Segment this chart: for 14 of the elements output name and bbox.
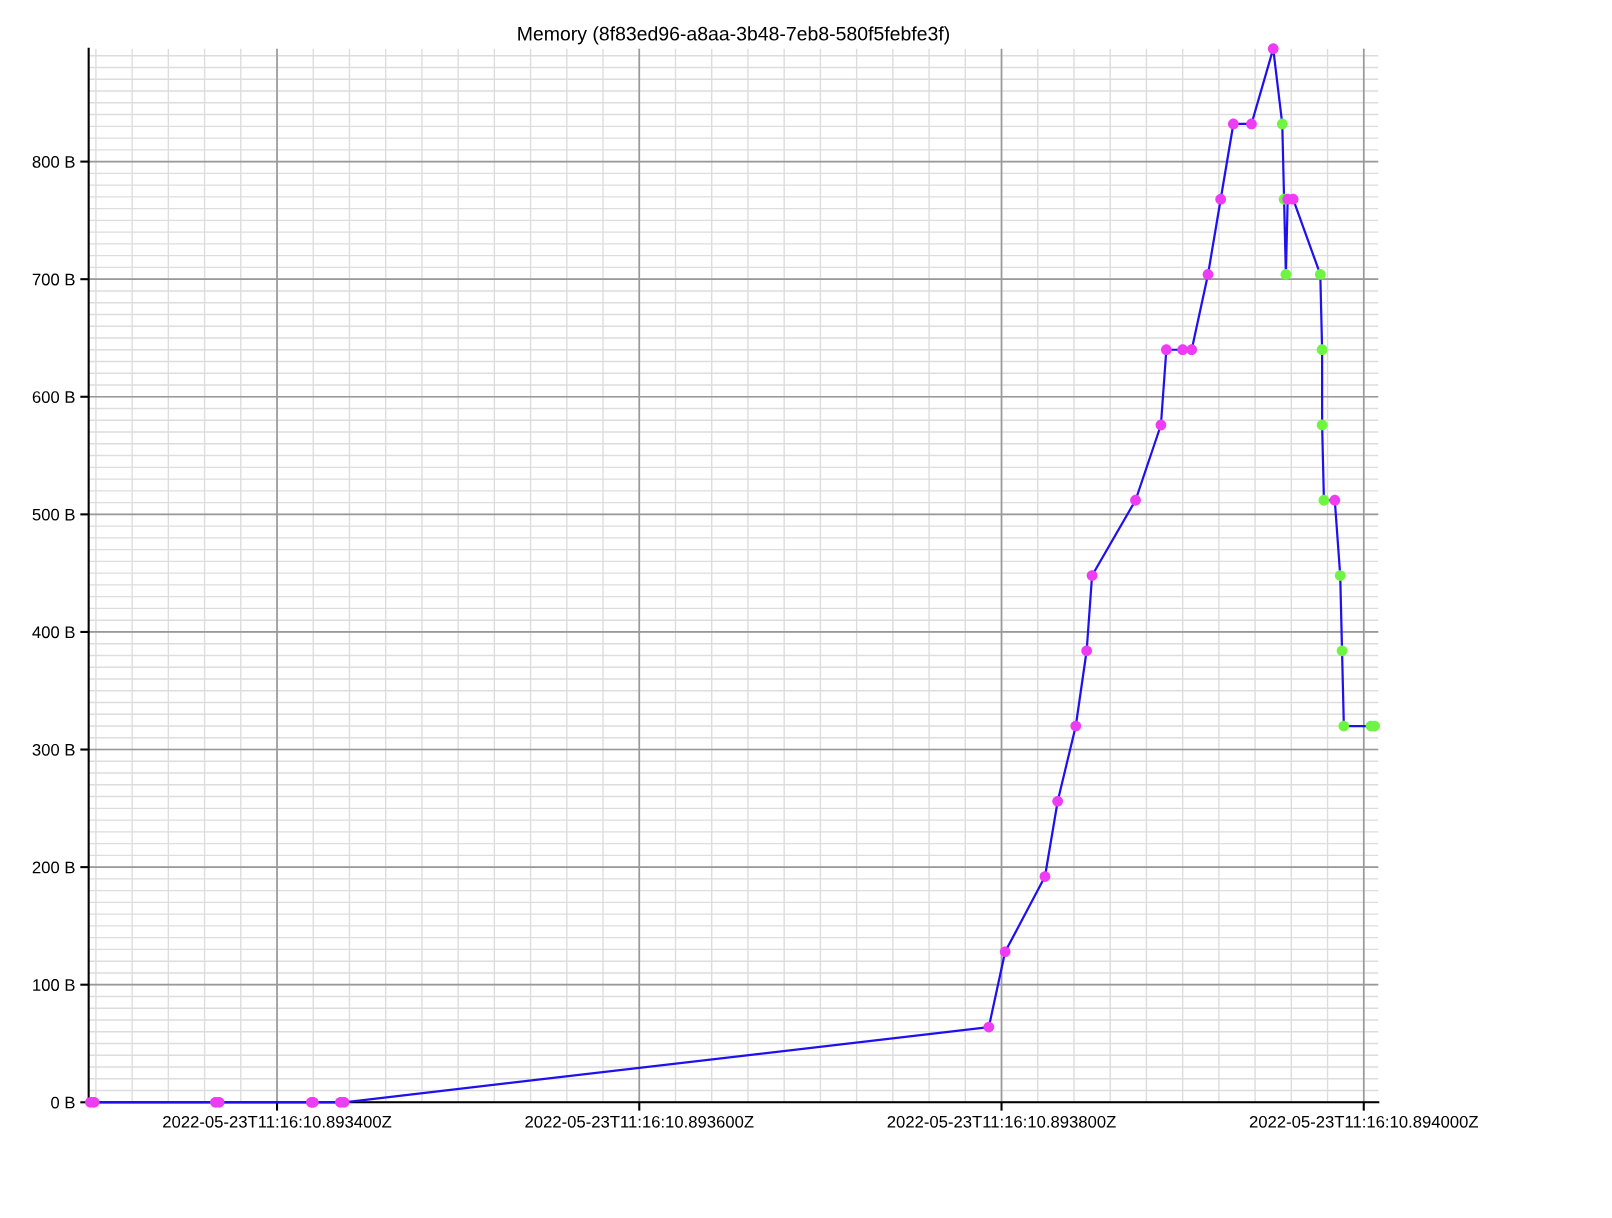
- y-tick-label: 0 B: [51, 1096, 75, 1109]
- y-tick-label: 300 B: [32, 743, 75, 756]
- x-tick-label: 2022-05-23T11:16:10.894000Z: [1249, 1115, 1479, 1128]
- y-tick-label: 400 B: [32, 626, 75, 639]
- x-tick-label: 2022-05-23T11:16:10.893600Z: [525, 1115, 754, 1128]
- y-tick-label: 700 B: [32, 273, 75, 286]
- y-tick-label: 600 B: [32, 391, 75, 403]
- chart-title: Memory (8f83ed96-a8aa-3b48-7eb8-580f5febfe3f): [518, 26, 950, 45]
- y-tick-label: 100 B: [33, 979, 75, 991]
- y-tick-label: 200 B: [32, 861, 75, 874]
- x-tick-label: 2022-05-23T11:16:10.893400Z: [163, 1115, 392, 1128]
- x-tick-label: 2022-05-23T11:16:10.893800Z: [887, 1115, 1116, 1128]
- y-tick-label: 500 B: [32, 508, 75, 521]
- y-tick-label: 800 B: [32, 156, 75, 168]
